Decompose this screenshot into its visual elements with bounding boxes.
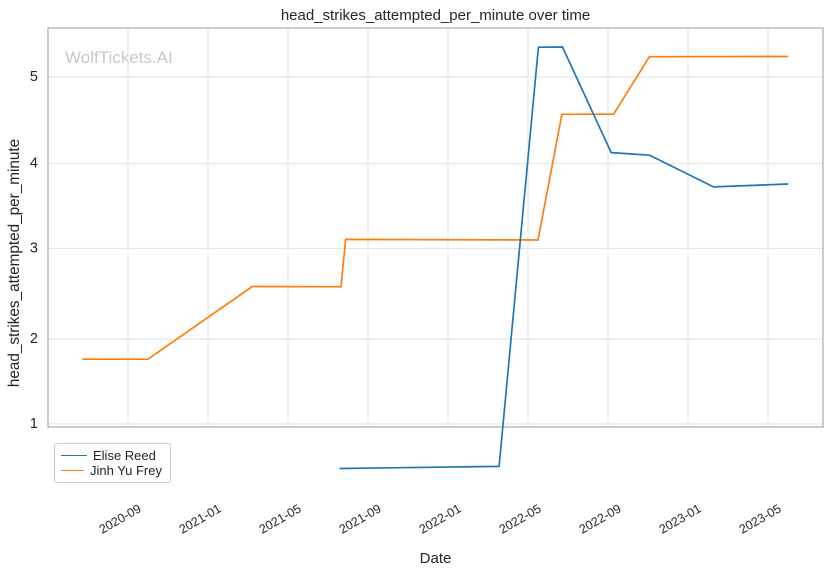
- svg-text:3: 3: [30, 240, 38, 256]
- svg-text:5: 5: [30, 69, 38, 85]
- svg-text:2023-01: 2023-01: [657, 501, 704, 536]
- svg-text:2021-09: 2021-09: [337, 501, 384, 536]
- svg-text:1: 1: [30, 416, 38, 432]
- svg-text:2022-01: 2022-01: [417, 501, 464, 536]
- svg-text:2022-05: 2022-05: [497, 501, 544, 536]
- svg-text:2021-05: 2021-05: [257, 501, 304, 536]
- svg-text:2: 2: [30, 331, 38, 347]
- svg-text:4: 4: [30, 156, 38, 172]
- svg-text:2022-09: 2022-09: [577, 501, 624, 536]
- svg-text:2021-01: 2021-01: [177, 501, 224, 536]
- svg-text:2023-05: 2023-05: [737, 501, 784, 536]
- svg-text:2020-09: 2020-09: [97, 501, 144, 536]
